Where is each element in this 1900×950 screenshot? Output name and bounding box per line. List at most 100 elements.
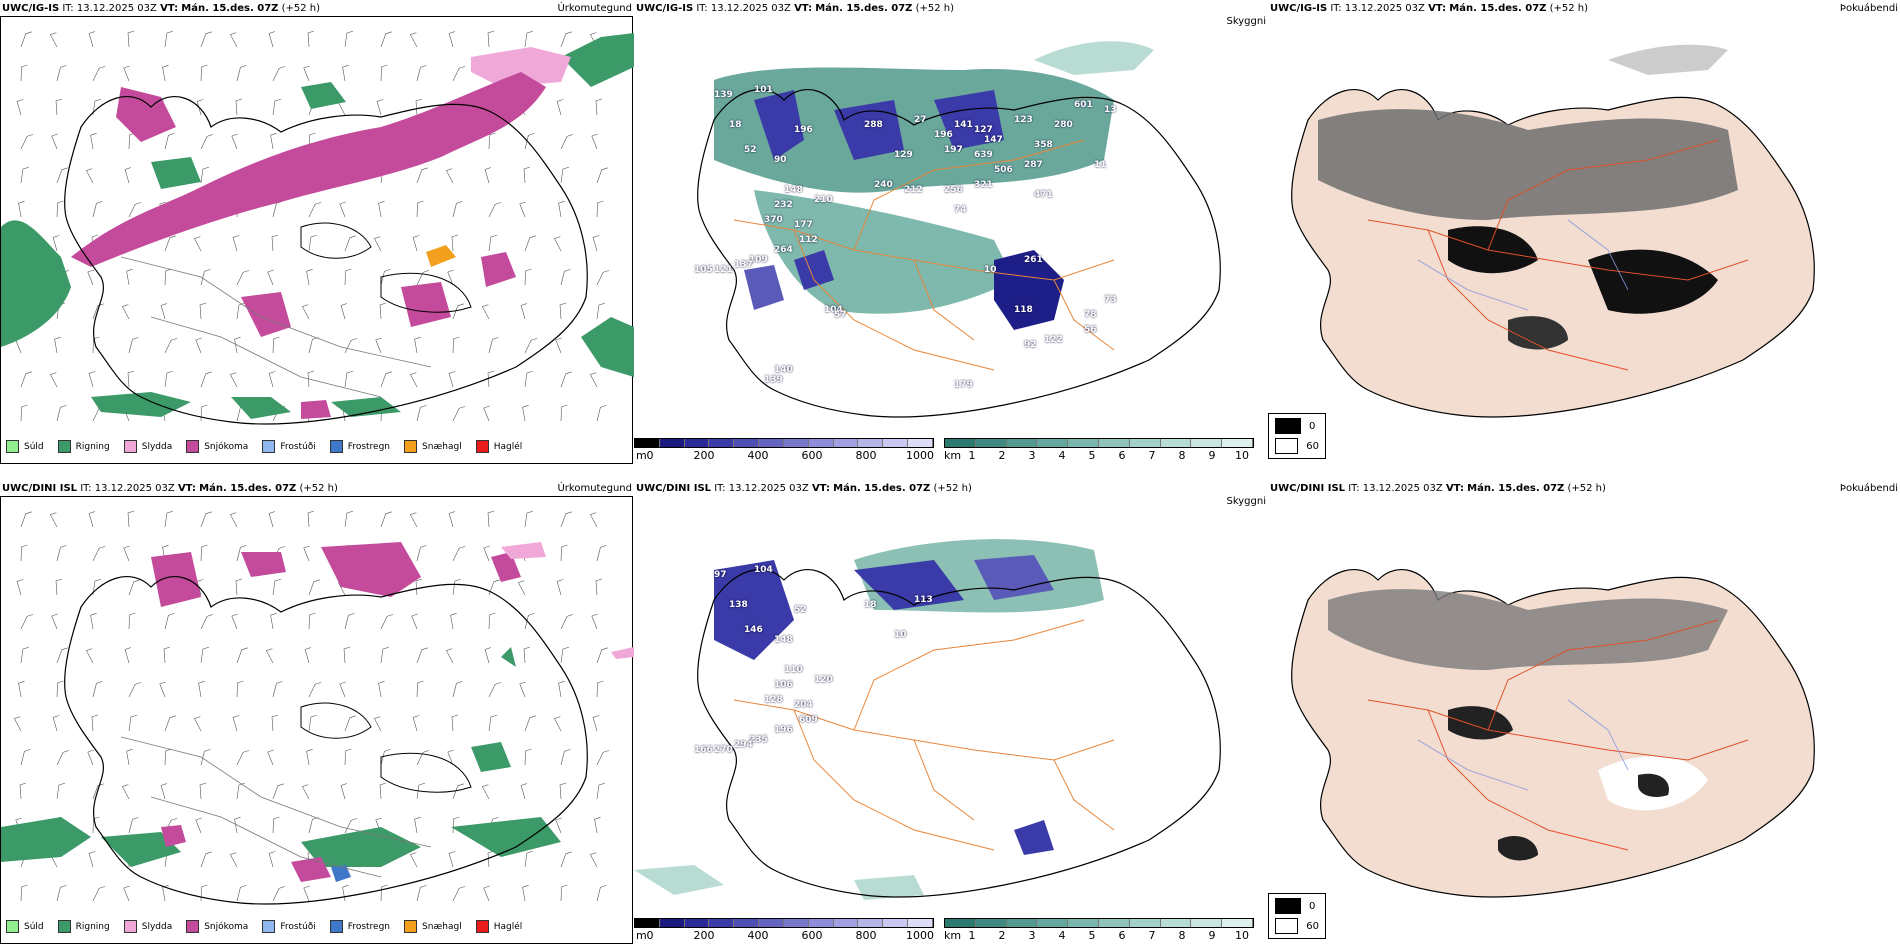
m-scale-tick: 600 — [801, 929, 823, 942]
wind-barb — [445, 168, 454, 184]
wind-barb — [380, 614, 394, 630]
wind-barb — [88, 851, 96, 868]
visibility-value-label: 56 — [1084, 325, 1097, 335]
wind-barb — [128, 682, 142, 698]
km-scale-tick: 5 — [1088, 929, 1096, 942]
row2-precip-legend: Súld Rigning Slydda Snjókoma Frostúði Frostre… — [6, 920, 522, 933]
wind-barb — [448, 31, 456, 48]
visibility-value-label: 73 — [1104, 295, 1117, 305]
precip-legend-item: Haglél — [475, 920, 522, 933]
wind-barb — [416, 65, 427, 82]
wind-barb — [596, 167, 608, 184]
wind-barb — [164, 510, 173, 528]
wind-barb — [415, 578, 423, 596]
wind-barb — [200, 371, 212, 388]
precip-legend-item: Frostregn — [329, 440, 390, 453]
wind-barb — [49, 512, 58, 528]
visibility-value-label: 104 — [754, 565, 773, 575]
wind-barb — [596, 680, 604, 698]
wind-barb — [235, 578, 243, 596]
wind-barb — [200, 749, 211, 766]
wind-barb — [195, 817, 202, 834]
wind-barb — [517, 580, 526, 596]
wind-barb — [56, 680, 64, 698]
wind-barb — [267, 749, 274, 766]
wind-barb — [268, 31, 276, 48]
wind-barb — [560, 31, 572, 48]
wind-barb — [195, 337, 202, 354]
wind-barb — [20, 749, 31, 766]
wind-barb — [592, 235, 600, 252]
precip-legend-swatch — [186, 920, 200, 933]
wind-barb — [488, 132, 496, 150]
wind-barb — [488, 202, 502, 218]
wind-barb — [553, 716, 562, 732]
wind-barb — [164, 613, 175, 630]
row1-precip-legend: Súld Rigning Slydda Snjókoma Frostúði Frostre… — [6, 440, 522, 453]
wind-barb — [450, 612, 457, 630]
wind-barb — [524, 748, 532, 766]
wind-barb — [85, 648, 94, 664]
visibility-value-label: 122 — [1044, 335, 1063, 345]
wind-barb — [344, 268, 352, 286]
wind-barb — [560, 269, 571, 286]
wind-barb — [160, 303, 168, 320]
precip-legend-item: Frostúði — [262, 440, 316, 453]
row2-precip-header: UWC/DINI ISL IT: 13.12.2025 03Z VT: Mán.… — [2, 483, 338, 494]
visibility-value-label: 204 — [794, 700, 813, 710]
fog-legend-label: 0 — [1309, 900, 1316, 912]
km-scale-tick: 7 — [1148, 449, 1156, 462]
m-scale-tick: 800 — [855, 929, 877, 942]
wind-barb — [589, 512, 598, 528]
wind-barb — [380, 646, 389, 664]
wind-barb — [416, 270, 430, 286]
precip-legend-label: Snjókoma — [204, 921, 249, 932]
visibility-value-label: 261 — [1024, 255, 1043, 265]
precip-legend-label: Frostúði — [280, 441, 316, 452]
wind-barb — [487, 510, 495, 528]
wind-barb — [522, 404, 529, 422]
wind-barb — [272, 336, 280, 354]
wind-barb — [308, 682, 322, 698]
row2-fog-map — [1291, 569, 1815, 898]
visibility-value-label: 18 — [729, 120, 742, 130]
wind-barb — [231, 133, 238, 150]
wind-barb — [92, 201, 103, 218]
km-scale-tick: 4 — [1058, 929, 1066, 942]
wind-barb — [558, 680, 565, 698]
wind-barb — [200, 134, 214, 150]
visibility-value-label: 101 — [754, 85, 773, 95]
wind-barb — [200, 269, 211, 286]
wind-barb — [20, 371, 32, 388]
km-scale-tick: 3 — [1028, 449, 1036, 462]
wind-barb — [560, 646, 569, 664]
wind-barb — [51, 133, 58, 150]
wind-barb — [591, 613, 598, 630]
wind-barb — [589, 852, 598, 868]
wind-barb — [344, 613, 355, 630]
wind-barb — [596, 545, 607, 562]
wind-barb — [520, 303, 528, 320]
wind-barb — [592, 715, 600, 732]
wind-barb — [92, 98, 101, 116]
wind-barb — [123, 65, 130, 82]
wind-barb — [415, 98, 423, 116]
visibility-value-label: 240 — [874, 180, 893, 190]
wind-barb — [553, 236, 562, 252]
visibility-value-label: 97 — [714, 570, 727, 580]
wind-barb — [236, 65, 247, 82]
wind-barb — [196, 99, 204, 116]
wind-barb — [265, 648, 274, 664]
visibility-value-label: 639 — [974, 150, 993, 160]
visibility-value-label: 210 — [814, 195, 833, 205]
visibility-value-label: 148 — [784, 185, 803, 195]
row2-vis-m-scale: m 0 200 400 600 800 1000 — [634, 918, 934, 942]
visibility-value-label: 139 — [714, 90, 733, 100]
wind-barb — [126, 748, 133, 766]
visibility-value-label: 137 — [734, 260, 753, 270]
wind-barb — [452, 886, 466, 902]
wind-barb — [416, 885, 427, 902]
wind-barb — [88, 31, 96, 48]
wind-barb — [56, 885, 67, 902]
km-scale-tick: 2 — [998, 929, 1006, 942]
